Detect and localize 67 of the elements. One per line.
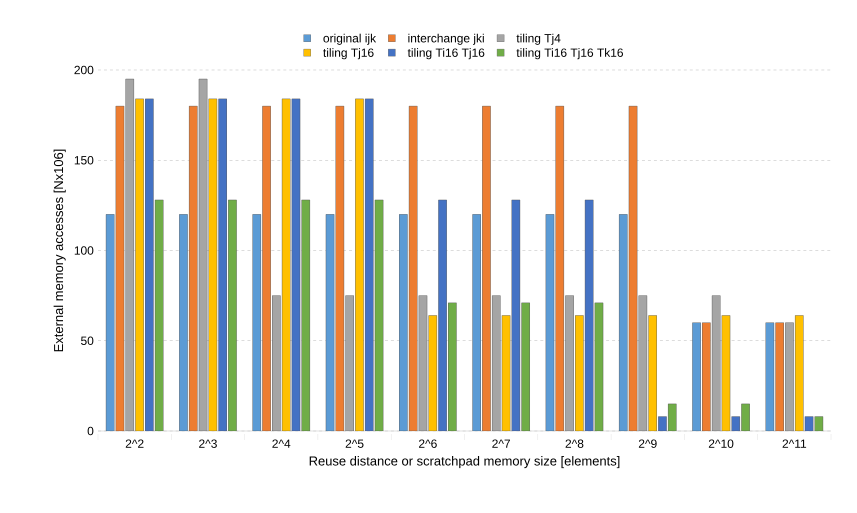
bar [502, 315, 510, 431]
x-tick-label: 2^6 [418, 439, 437, 448]
bar [364, 98, 374, 431]
x-tick-label: 2^9 [638, 439, 657, 448]
bar [546, 214, 554, 431]
bar [702, 322, 711, 431]
x-tick-label: 2^3 [199, 439, 217, 448]
bar [575, 315, 584, 431]
bar [448, 302, 457, 431]
bar [188, 106, 198, 431]
legend-label: tiling Tj4 [516, 34, 560, 45]
bar [594, 302, 604, 431]
bar [154, 200, 164, 431]
bar [374, 200, 384, 431]
y-tick-label: 150 [74, 156, 94, 164]
legend-label: tiling Ti16 Tj16 Tk16 [516, 48, 623, 60]
bar [179, 214, 188, 431]
bar [722, 315, 730, 431]
bar [292, 98, 300, 431]
bar [408, 106, 418, 431]
legend-label: tiling Ti16 Tj16 [408, 48, 484, 60]
legend-label: tiling Tj16 [323, 48, 374, 60]
legend-label: original ijk [323, 34, 376, 45]
bar [648, 315, 657, 431]
bar [512, 200, 520, 431]
bar [428, 315, 438, 431]
bar [438, 200, 447, 431]
bar [336, 106, 344, 431]
y-tick-label: 50 [81, 336, 94, 345]
bar [282, 98, 290, 431]
bar [326, 214, 334, 431]
y-axis-title: External memory accesses [Nx106] [54, 150, 66, 352]
bar [555, 106, 564, 431]
legend-label: interchange jki [408, 34, 484, 45]
bar [208, 98, 218, 431]
bar [399, 214, 408, 431]
bar [228, 200, 237, 431]
x-axis-title: Reuse distance or scratchpad memory size [elements] [310, 456, 620, 468]
bar [628, 106, 638, 431]
bar [145, 98, 154, 431]
bar [692, 322, 701, 431]
x-tick-label: 2^2 [126, 439, 144, 448]
bar [766, 322, 774, 431]
bar [262, 106, 271, 431]
x-tick-label: 2^8 [566, 439, 584, 448]
y-tick-label: 100 [74, 246, 94, 255]
x-tick-label: 2^10 [708, 439, 734, 448]
bar [106, 214, 114, 431]
bar [116, 106, 124, 431]
bar [252, 214, 262, 431]
bar [618, 214, 628, 431]
bar [584, 200, 594, 431]
bar [794, 315, 804, 431]
x-tick-label: 2^7 [492, 439, 510, 448]
bar [218, 98, 227, 431]
bar [301, 200, 310, 431]
bar [775, 322, 784, 431]
bar [472, 214, 481, 431]
y-tick-label: 200 [74, 66, 94, 74]
x-tick-label: 2^5 [346, 439, 364, 448]
y-tick-label: 0 [88, 426, 94, 436]
x-tick-label: 2^11 [782, 439, 806, 448]
bar [135, 98, 144, 431]
x-tick-label: 2^4 [272, 439, 290, 448]
bar [482, 106, 491, 431]
bar [355, 98, 364, 431]
bar [521, 302, 530, 431]
